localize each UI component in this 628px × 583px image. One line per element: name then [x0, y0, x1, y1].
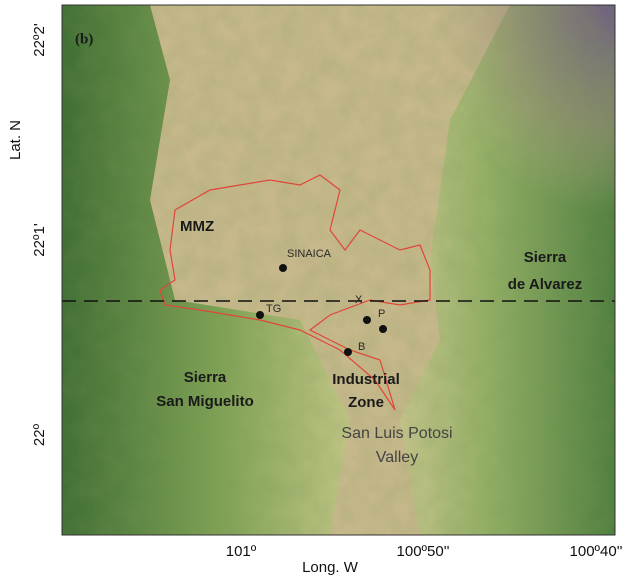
station-label: P	[378, 308, 385, 320]
place-label: MMZ	[180, 218, 214, 235]
station-dot	[279, 264, 287, 272]
station-label: X	[355, 294, 363, 306]
place-label: Zone	[348, 394, 384, 411]
station-dot	[256, 311, 264, 319]
place-label: Sierra	[184, 369, 227, 386]
x-tick-label: 101º	[226, 543, 257, 560]
y-axis-label: Lat. N	[7, 120, 24, 160]
station-dot	[363, 316, 371, 324]
place-label: San Miguelito	[156, 393, 254, 410]
x-axis-label: Long. W	[302, 559, 359, 576]
station-dot	[344, 348, 352, 356]
y-tick-label: 22º	[31, 423, 48, 446]
y-tick-label: 22º1'	[31, 223, 48, 257]
station-label: B	[358, 341, 365, 353]
place-label: Valley	[376, 449, 418, 466]
place-label: Sierra	[524, 249, 567, 266]
station-dot	[379, 325, 387, 333]
map-figure: (b) 22º2' 22º1' 22º Lat. N 101º 100º50''…	[0, 0, 628, 578]
station-label: TG	[266, 303, 281, 315]
x-tick-label: 100º50''	[397, 543, 450, 560]
place-label: de Alvarez	[508, 276, 582, 293]
place-label: Industrial	[332, 371, 400, 388]
x-tick-label: 100º40''	[570, 543, 623, 560]
panel-label: (b)	[75, 31, 93, 47]
terrain	[62, 5, 615, 535]
station-label: SINAICA	[287, 248, 332, 260]
place-label: San Luis Potosi	[341, 425, 452, 442]
y-tick-label: 22º2'	[31, 23, 48, 57]
